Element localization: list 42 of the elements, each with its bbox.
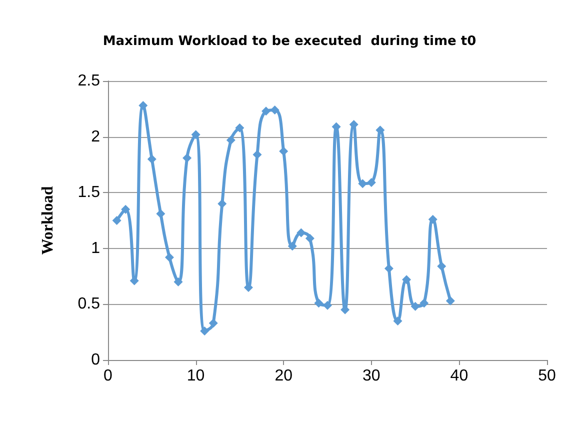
point xyxy=(262,106,271,116)
point xyxy=(376,126,385,135)
point xyxy=(252,150,262,160)
chart-title: Maximum Workload to be executed during time t0 xyxy=(102,34,476,49)
point xyxy=(164,252,174,262)
x-tick-label: 20 xyxy=(274,368,293,384)
point xyxy=(121,204,130,214)
point xyxy=(200,326,210,336)
point xyxy=(296,228,306,238)
y-tick-label: 2 xyxy=(91,128,100,146)
point xyxy=(446,296,455,306)
point xyxy=(174,277,183,286)
point xyxy=(288,242,297,251)
x-tick-label: 50 xyxy=(538,368,556,384)
point xyxy=(393,316,402,326)
point xyxy=(226,136,236,145)
point xyxy=(437,262,446,271)
y-tick-label: 1.5 xyxy=(78,184,100,202)
point xyxy=(428,214,438,224)
point xyxy=(323,300,332,310)
point xyxy=(420,298,429,308)
point xyxy=(147,154,156,164)
x-tick-label: 0 xyxy=(104,368,113,384)
point xyxy=(156,209,166,218)
y-tick-label: 2.5 xyxy=(78,72,100,90)
y-axis-title: Workload xyxy=(40,186,56,255)
point xyxy=(235,123,244,132)
point xyxy=(314,298,324,308)
point xyxy=(191,130,200,140)
point xyxy=(112,216,122,225)
point xyxy=(279,146,288,156)
point xyxy=(138,101,148,110)
y-tick-label: 0.5 xyxy=(78,296,100,313)
point xyxy=(366,178,376,188)
point xyxy=(208,318,218,328)
x-tick-label: 30 xyxy=(362,368,380,384)
y-tick-label: 0 xyxy=(91,352,100,368)
point xyxy=(402,275,412,284)
x-tick-label: 40 xyxy=(450,368,468,384)
y-tick-label: 1 xyxy=(91,240,100,257)
point xyxy=(305,234,314,243)
x-tick-label: 10 xyxy=(186,368,205,384)
